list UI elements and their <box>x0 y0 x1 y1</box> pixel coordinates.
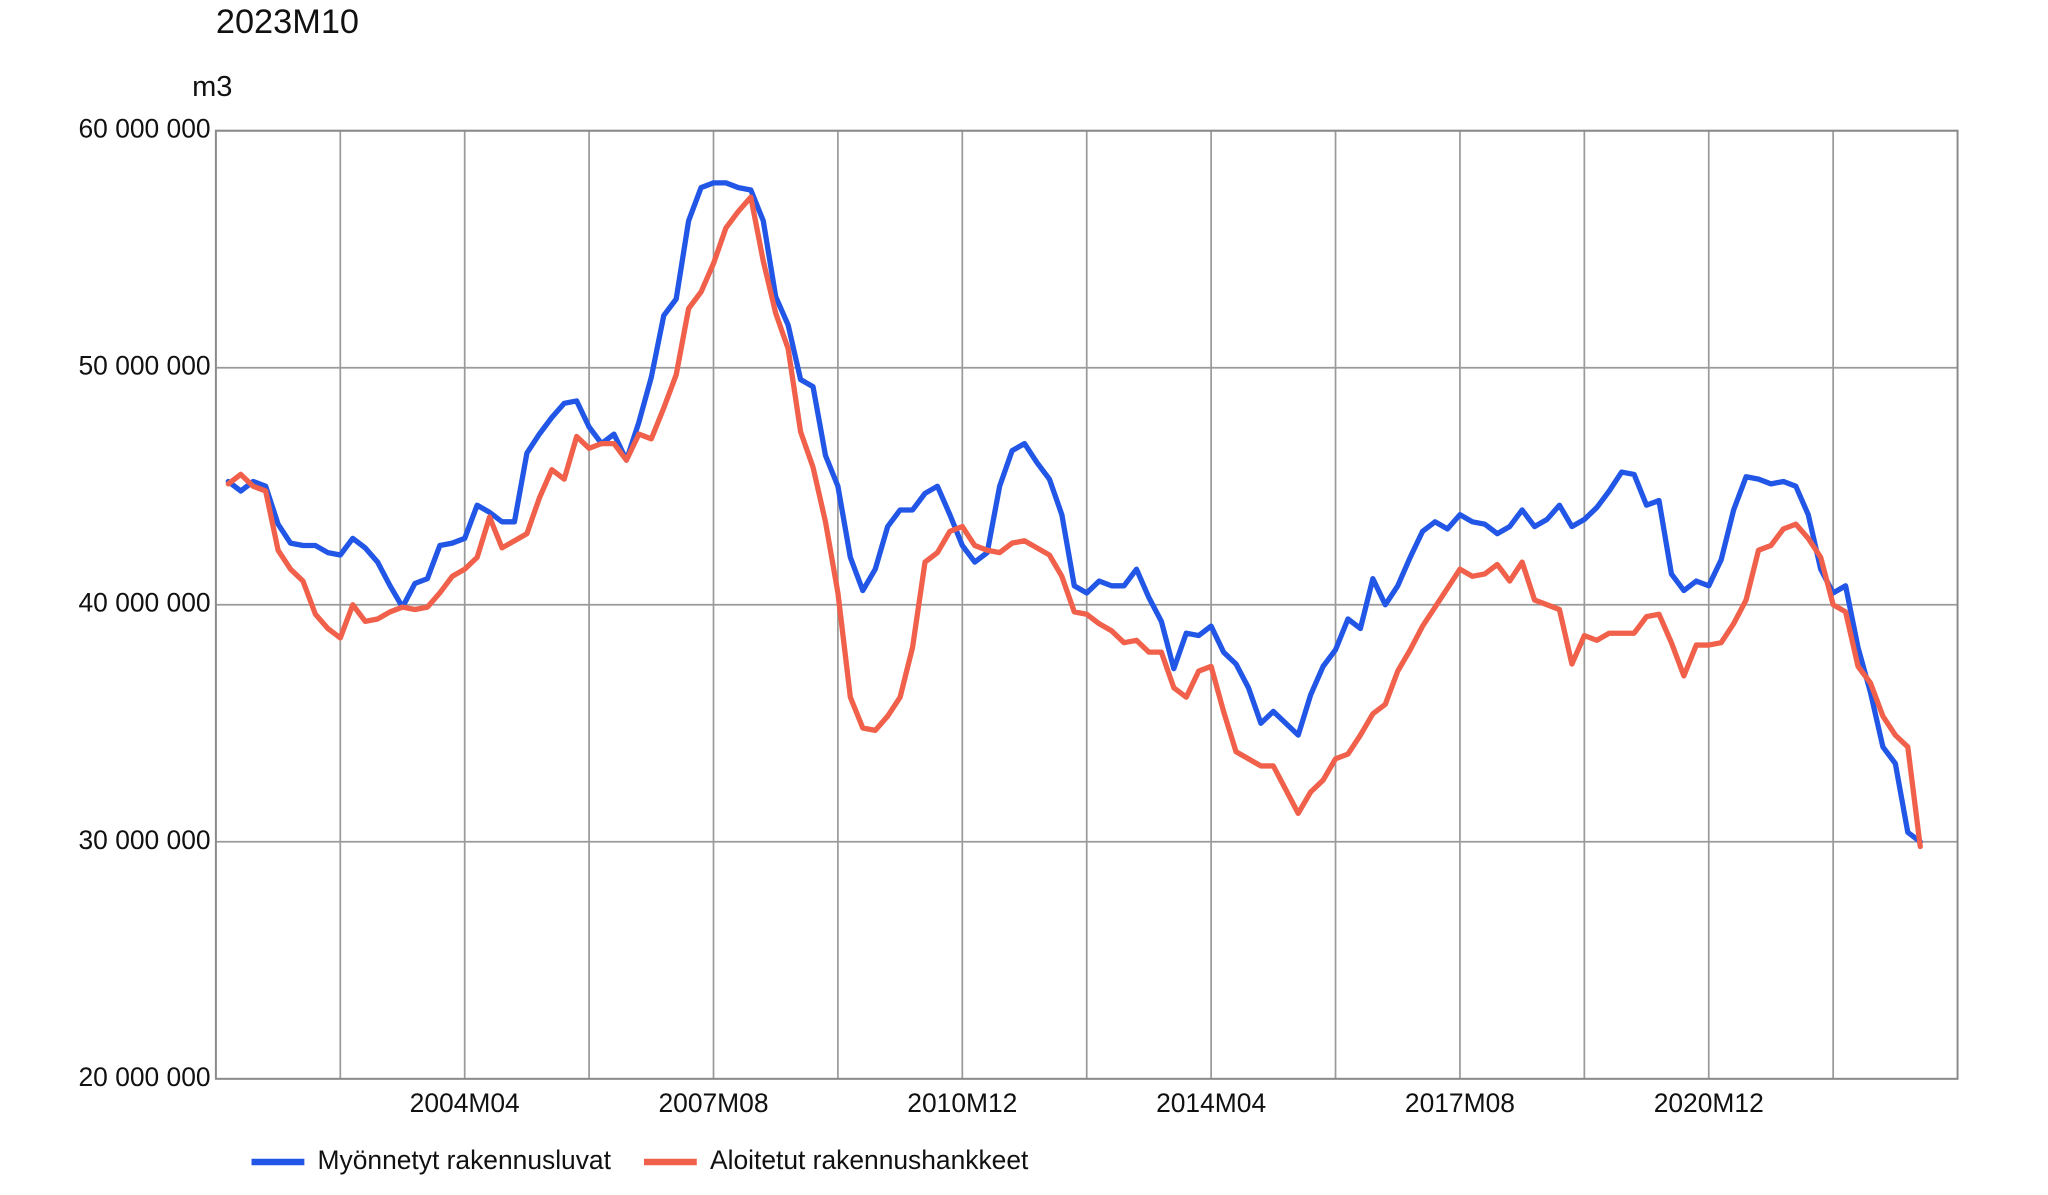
chart-title: 2023M10 <box>216 3 359 41</box>
series-line <box>225 194 1923 850</box>
labels: 20 000 000 30 000 000 40 000 000 50 000 000… <box>79 114 1764 1118</box>
x-tick-label: 2017M08 <box>1405 1088 1515 1118</box>
x-tick-label: 2020M12 <box>1654 1088 1764 1118</box>
series-line <box>225 180 1923 845</box>
legend-label: Myönnetyt rakennusluvat <box>318 1145 612 1175</box>
y-tick-label: 40 000 000 <box>79 588 211 618</box>
y-tick-label: 30 000 000 <box>79 825 211 855</box>
x-tick-label: 2010M12 <box>907 1088 1017 1118</box>
lines <box>225 180 1923 850</box>
y-tick-label: 50 000 000 <box>79 351 211 381</box>
y-tick-label: 60 000 000 <box>79 114 211 144</box>
legend: Myönnetyt rakennusluvat Aloitetut rakennu… <box>251 1145 1029 1175</box>
y-tick-label: 20 000 000 <box>79 1062 211 1092</box>
x-tick-label: 2004M04 <box>410 1088 520 1118</box>
legend-label: Aloitetut rakennushankkeet <box>710 1145 1029 1175</box>
x-tick-label: 2007M08 <box>658 1088 768 1118</box>
y-axis-label: m3 <box>192 71 232 103</box>
plot-frame <box>214 129 1959 1080</box>
grid <box>215 129 1958 1080</box>
x-tick-label: 2014M04 <box>1156 1088 1266 1118</box>
